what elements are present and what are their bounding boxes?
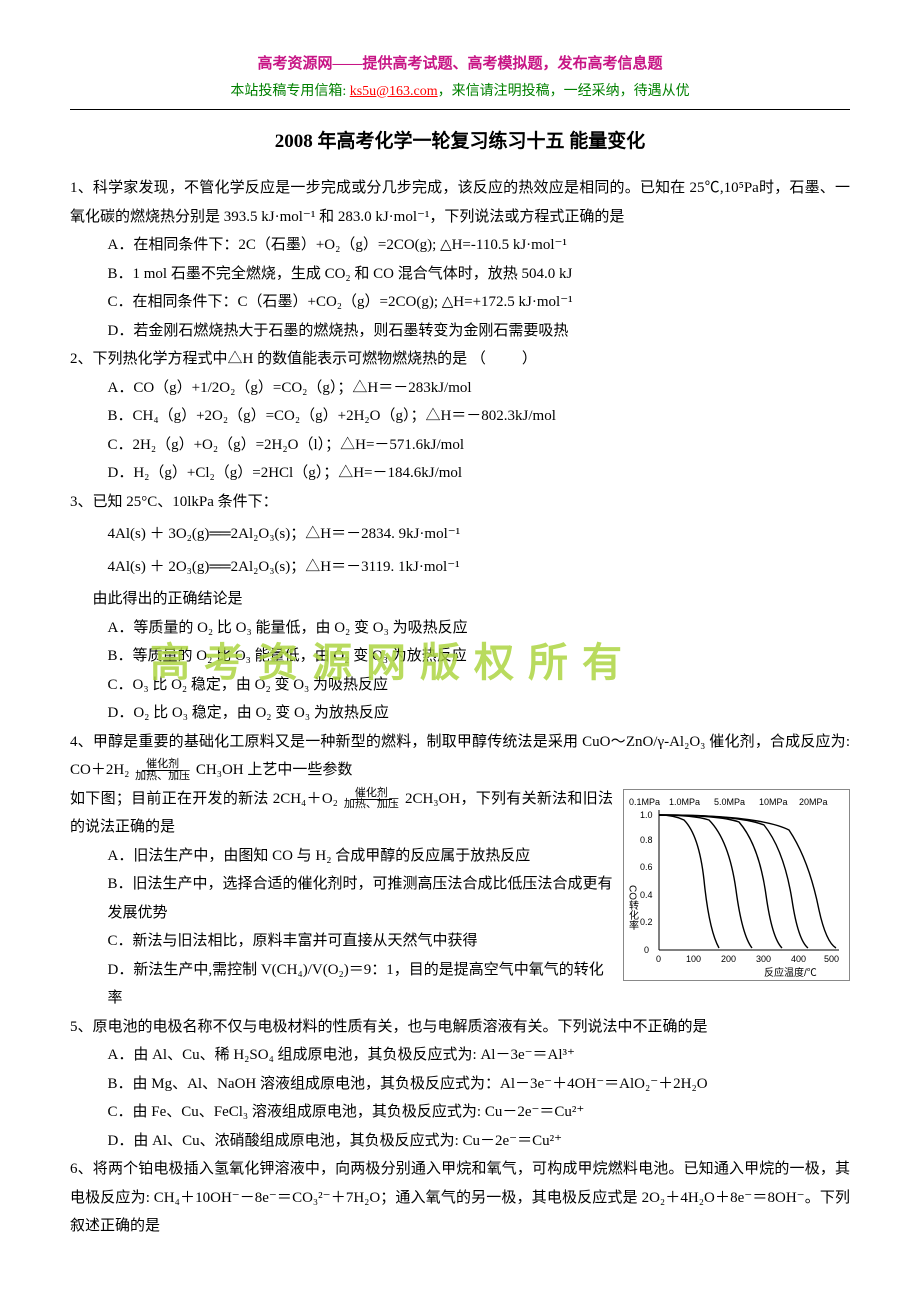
q2-opt-a: A．CO（g）+1/2O₂（g）=CO₂（g）；△H＝－283kJ/mol: [70, 374, 850, 403]
header-post: ，来信请注明投稿，一经采纳，待遇从优: [438, 84, 690, 99]
page-title: 2008 年高考化学一轮复习练习十五 能量变化: [70, 124, 850, 160]
q3-eq1: 4Al(s) ＋ 3O₂(g)══2Al₂O₃(s)；△H＝－2834. 9kJ…: [70, 520, 850, 549]
legend-5.0mpa: 5.0MPa: [714, 797, 745, 807]
q4-prod1: CH₃OH: [196, 762, 244, 778]
q4-tail1: 上艺中一些参数: [247, 762, 352, 778]
q2-opt-d: D．H₂（g）+Cl₂（g）=2HCl（g）；△H=－184.6kJ/mol: [70, 459, 850, 488]
header-pre: 本站投稿专用信箱:: [230, 84, 349, 99]
ylabel: CO转化率: [627, 885, 639, 931]
header-divider: [70, 109, 850, 110]
ytick-4: 0.8: [640, 835, 653, 845]
q3-opt-d: D．O₂ 比 O₃ 稳定，由 O₂ 变 O₃ 为放热反应: [70, 699, 850, 728]
q3-opt-a: A．等质量的 O₂ 比 O₃ 能量低，由 O₂ 变 O₃ 为吸热反应: [70, 614, 850, 643]
q1-opt-d: D．若金刚石燃烧热大于石墨的燃烧热，则石墨转变为金刚石需要吸热: [70, 317, 850, 346]
header-title: 高考资源网——提供高考试题、高考模拟题，发布高考信息题: [70, 50, 850, 79]
q2-stem-text: 2、下列热化学方程式中△H 的数值能表示可燃物燃烧热的是: [70, 351, 467, 367]
xtick-0: 0: [656, 954, 661, 964]
reaction-arrow-2: 催化剂 加热、加压: [342, 788, 401, 811]
xtick-4: 400: [791, 954, 806, 964]
q5-opt-b: B．由 Mg、Al、NaOH 溶液组成原电池，其负极反应式为：Al－3e⁻＋4O…: [70, 1070, 850, 1099]
q3-stem: 3、已知 25°C、10lkPa 条件下：: [70, 488, 850, 517]
rx2-bot: 加热、加压: [344, 798, 399, 810]
q1-stem: 1、科学家发现，不管化学反应是一步完成或分几步完成，该反应的热效应是相同的。已知…: [70, 174, 850, 231]
legend-20mpa: 20MPa: [799, 797, 828, 807]
ytick-5: 1.0: [640, 810, 653, 820]
q2-opt-b: B．CH₄（g）+2O₂（g）=CO₂（g）+2H₂O（g）；△H＝－802.3…: [70, 402, 850, 431]
xtick-5: 500: [824, 954, 839, 964]
ytick-2: 0.4: [640, 890, 653, 900]
q5-opt-d: D．由 Al、Cu、浓硝酸组成原电池，其负极反应式为: Cu－2e⁻＝Cu²⁺: [70, 1127, 850, 1156]
legend-1.0mpa: 1.0MPa: [669, 797, 700, 807]
q1-opt-a: A．在相同条件下：2C（石墨）+O₂（g）=2CO(g); △H=-110.5 …: [70, 231, 850, 260]
xlabel: 反应温度/℃: [764, 966, 817, 979]
q1-opt-b: B．1 mol 石墨不完全燃烧，生成 CO₂ 和 CO 混合气体时，放热 504…: [70, 260, 850, 289]
q5-stem: 5、原电池的电极名称不仅与电极材料的性质有关，也与电解质溶液有关。下列说法中不正…: [70, 1013, 850, 1042]
xtick-2: 200: [721, 954, 736, 964]
legend-10mpa: 10MPa: [759, 797, 788, 807]
q2-blank: （ ）: [471, 351, 539, 367]
rx1-bot: 加热、加压: [135, 770, 190, 782]
ytick-1: 0.2: [640, 917, 653, 927]
q5-opt-a: A．由 Al、Cu、稀 H₂SO₄ 组成原电池，其负极反应式为: Al－3e⁻＝…: [70, 1041, 850, 1070]
q3-opt-c: C．O₃ 比 O₂ 稳定，由 O₂ 变 O₃ 为吸热反应: [70, 671, 850, 700]
q3-lead: 由此得出的正确结论是: [70, 585, 850, 614]
q1-opt-c: C．在相同条件下：C（石墨）+CO₂（g）=2CO(g); △H=+172.5 …: [70, 288, 850, 317]
q2-stem: 2、下列热化学方程式中△H 的数值能表示可燃物燃烧热的是 （ ）: [70, 345, 850, 374]
q3-eq2: 4Al(s) ＋ 2O₃(g)══2Al₂O₃(s)；△H＝－3119. 1kJ…: [70, 553, 850, 582]
ytick-0: 0: [644, 945, 649, 955]
q3-opt-b: B．等质量的 O₂ 比 O₃ 能量低，由 O₂ 变 O₃ 为放热反应: [70, 642, 850, 671]
header-subtitle: 本站投稿专用信箱: ks5u@163.com，来信请注明投稿，一经采纳，待遇从优: [70, 79, 850, 106]
q4-stem: 4、甲醇是重要的基础化工原料又是一种新型的燃料，制取甲醇传统法是采用 CuO～Z…: [70, 728, 850, 785]
xtick-1: 100: [686, 954, 701, 964]
q5-opt-c: C．由 Fe、Cu、FeCl₃ 溶液组成原电池，其负极反应式为: Cu－2e⁻＝…: [70, 1098, 850, 1127]
q6-stem: 6、将两个铂电极插入氢氧化钾溶液中，向两极分别通入甲烷和氧气，可构成甲烷燃料电池…: [70, 1155, 850, 1241]
q4-line2a: 如下图；目前正在开发的新法 2CH₄＋O₂: [70, 791, 338, 807]
reaction-arrow-1: 催化剂 加热、加压: [133, 759, 192, 782]
legend-0.1mpa: 0.1MPa: [629, 797, 660, 807]
xtick-3: 300: [756, 954, 771, 964]
q2-opt-c: C．2H₂（g）+O₂（g）=2H₂O（l）；△H=－571.6kJ/mol: [70, 431, 850, 460]
co-conversion-chart: 0.1MPa 1.0MPa 5.0MPa 10MPa 20MPa 0 0.2 0…: [623, 789, 850, 981]
header-email: ks5u@163.com: [350, 84, 438, 99]
ytick-3: 0.6: [640, 862, 653, 872]
